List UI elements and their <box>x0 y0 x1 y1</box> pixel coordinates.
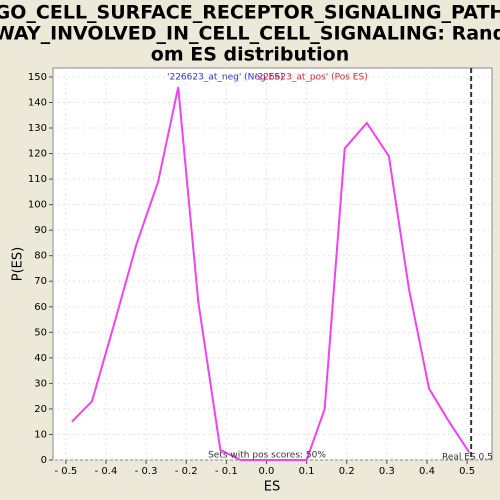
x-tick-label: 0.0 <box>259 466 275 477</box>
chart-title: om ES distribution <box>151 44 349 66</box>
es-line <box>71 86 470 461</box>
x-tick-label: - 0.3 <box>135 466 158 477</box>
legend-entry: '226623_at_neg' (Neg ES) <box>167 73 283 83</box>
chart-title: WAY_INVOLVED_IN_CELL_CELL_SIGNALING: Ran… <box>0 23 500 45</box>
x-tick-label: 0.3 <box>379 466 395 477</box>
y-tick-label: 90 <box>34 225 47 236</box>
y-tick-label: 40 <box>34 353 47 364</box>
y-tick-label: 80 <box>34 251 47 262</box>
y-tick-label: 140 <box>28 97 47 108</box>
y-tick-label: 100 <box>28 200 47 211</box>
y-tick-label: 20 <box>34 404 47 415</box>
x-tick-label: - 0.4 <box>95 466 118 477</box>
x-axis-label: ES <box>264 480 280 495</box>
x-tick-label: 0.5 <box>459 466 475 477</box>
real-es-label: Real ES 0.5 <box>442 453 493 463</box>
annotation: Sets with pos scores: 50% <box>208 451 326 461</box>
y-tick-label: 30 <box>34 378 47 389</box>
x-tick-label: 0.2 <box>339 466 355 477</box>
legend-entry: '226623_at_pos' (Pos ES) <box>255 73 368 83</box>
x-tick-label: - 0.5 <box>54 466 77 477</box>
plot-area <box>52 67 493 461</box>
x-tick-label: - 0.1 <box>215 466 238 477</box>
y-tick-label: 60 <box>34 302 47 313</box>
y-tick-label: 110 <box>28 174 47 185</box>
y-tick-label: 120 <box>28 149 47 160</box>
y-tick-label: 70 <box>34 276 47 287</box>
y-tick-label: 150 <box>28 72 47 83</box>
y-axis-label: P(ES) <box>11 247 26 281</box>
x-tick-label: 0.1 <box>299 466 315 477</box>
y-tick-label: 0 <box>41 455 47 466</box>
chart-title: GO_CELL_SURFACE_RECEPTOR_SIGNALING_PATH <box>0 2 500 24</box>
y-tick-label: 130 <box>28 123 47 134</box>
y-tick-label: 50 <box>34 327 47 338</box>
x-tick-label: 0.4 <box>419 466 435 477</box>
y-tick-label: 10 <box>34 429 47 440</box>
x-tick-label: - 0.2 <box>175 466 198 477</box>
